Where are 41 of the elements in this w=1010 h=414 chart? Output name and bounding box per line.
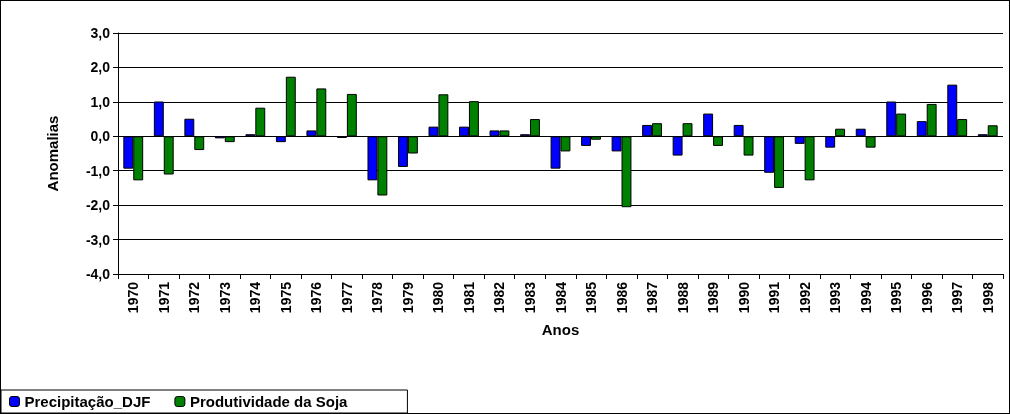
x-tick-label: 1997 [949, 281, 966, 314]
x-tick-label: 1973 [216, 281, 233, 314]
x-tick-label: 1977 [338, 281, 355, 314]
x-tick-label: 1970 [125, 281, 142, 314]
x-tick-label: 1992 [796, 281, 813, 314]
x-tick-label: 1994 [857, 281, 874, 314]
x-tick-label: 1981 [460, 281, 477, 314]
x-tick-label: 1988 [674, 281, 691, 314]
x-tick-label: 1989 [705, 281, 722, 314]
x-tick-label: 1974 [247, 281, 264, 314]
y-tick-label: 1,0 [90, 93, 111, 110]
y-tick-label: 0,0 [90, 128, 111, 145]
x-tick-label: 1998 [979, 281, 996, 314]
x-tick-label: 1980 [430, 281, 447, 314]
x-tick-label: 1979 [399, 281, 416, 314]
legend-label: Precipitação_DJF [24, 393, 151, 410]
x-tick-label: 1976 [308, 281, 325, 314]
y-tick-label: 3,0 [90, 25, 111, 41]
x-tick-label: 1975 [277, 281, 294, 314]
x-tick-label: 1972 [186, 281, 203, 314]
x-tick-label: 1982 [491, 281, 508, 314]
legend-label: Produtividade da Soja [189, 393, 349, 410]
x-tick-label: 1983 [521, 281, 538, 314]
x-tick-label: 1984 [552, 281, 569, 314]
x-tick-label: 1985 [583, 281, 600, 314]
x-tick-label: 1990 [735, 281, 752, 314]
y-tick-label: 2,0 [90, 59, 111, 76]
y-tick-label: -1,0 [85, 162, 111, 179]
y-tick-label: -3,0 [85, 231, 111, 248]
x-tick-label: 1991 [766, 281, 783, 314]
x-tick-label: 1996 [918, 281, 935, 314]
y-tick-label: -2,0 [85, 197, 111, 214]
x-tick-label: 1995 [888, 281, 905, 314]
x-tick-label: 1971 [155, 281, 172, 314]
x-tick-label: 1987 [644, 281, 661, 314]
x-tick-label: 1978 [369, 281, 386, 314]
x-tick-label: 1993 [827, 281, 844, 314]
y-axis-title: Anomalias [44, 115, 61, 192]
y-tick-label: -4,0 [85, 266, 111, 282]
x-tick-label: 1986 [613, 281, 630, 314]
x-axis-title: Anos [541, 321, 580, 338]
